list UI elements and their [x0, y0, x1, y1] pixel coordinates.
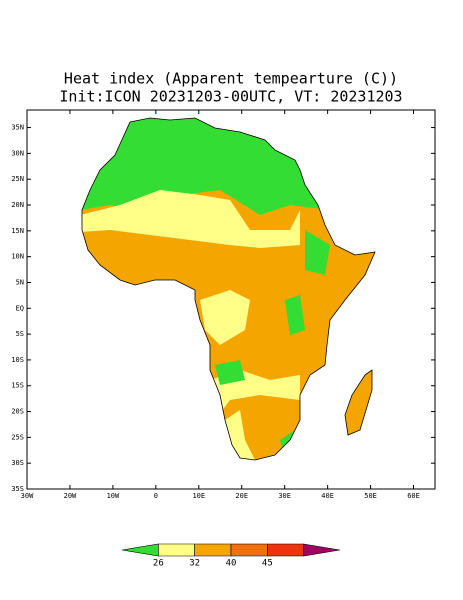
- lon-tick-label: 10E: [192, 492, 205, 500]
- lat-tick-label: 30S: [11, 459, 24, 467]
- lon-tick-label: 50E: [364, 492, 377, 500]
- lat-tick-label: 20S: [11, 408, 24, 416]
- lat-tick-label: 25N: [11, 175, 24, 183]
- lon-tick-label: 30W: [21, 492, 34, 500]
- colorbar-label: 45: [262, 559, 273, 569]
- colorbar-label: 26: [153, 559, 164, 569]
- map-subtitle: Init:ICON 20231203-00UTC, VT: 20231203: [59, 88, 402, 106]
- colorbar-segment: [267, 543, 304, 557]
- lat-tick-label: 30N: [11, 149, 24, 157]
- colorbar-segment: [230, 543, 268, 557]
- lat-tick-label: EQ: [16, 304, 24, 312]
- lon-tick-label: 0: [154, 492, 158, 500]
- colorbar-label: 40: [226, 559, 237, 569]
- lat-tick-label: 25S: [11, 433, 24, 441]
- colorbar: 26 32 40 45: [121, 543, 341, 569]
- lon-tick-label: 20W: [64, 492, 77, 500]
- field-yellow-central: [200, 290, 250, 345]
- lat-tick-label: 15N: [11, 227, 24, 235]
- colorbar-label: 32: [189, 559, 200, 569]
- colorbar-segment: [121, 543, 159, 557]
- lat-tick-label: 5N: [16, 278, 24, 286]
- lat-tick-label: 10S: [11, 356, 24, 364]
- map-title: Heat index (Apparent tempearture (C)): [64, 70, 398, 88]
- coastline: [81, 117, 376, 461]
- lon-tick-label: 30E: [278, 492, 291, 500]
- madagascar: [344, 369, 373, 436]
- axes: 35N 30N 25N 20N 15N 10N 5N EQ 5S 10S 15S 20S 25S 30S 3…: [11, 110, 435, 500]
- field-green-lakes: [285, 295, 305, 335]
- field-green-ethiopia: [305, 230, 330, 275]
- lon-tick-label: 10W: [107, 492, 120, 500]
- colorbar-segment: [158, 543, 195, 557]
- lat-tick-label: 15S: [11, 382, 24, 390]
- lat-tick-label: 20N: [11, 201, 24, 209]
- field-yellow-sahel: [82, 190, 300, 248]
- lon-tick-label: 40E: [321, 492, 334, 500]
- lat-tick-label: 35N: [11, 124, 24, 132]
- lat-tick-label: 5S: [16, 330, 24, 338]
- colorbar-segment: [303, 543, 341, 557]
- lon-tick-label: 20E: [235, 492, 248, 500]
- lon-tick-label: 60E: [407, 492, 420, 500]
- lat-tick-label: 10N: [11, 253, 24, 261]
- lat-tick-label: 35S: [11, 485, 24, 493]
- field-green-angola: [215, 360, 245, 385]
- colorbar-segment: [194, 543, 232, 557]
